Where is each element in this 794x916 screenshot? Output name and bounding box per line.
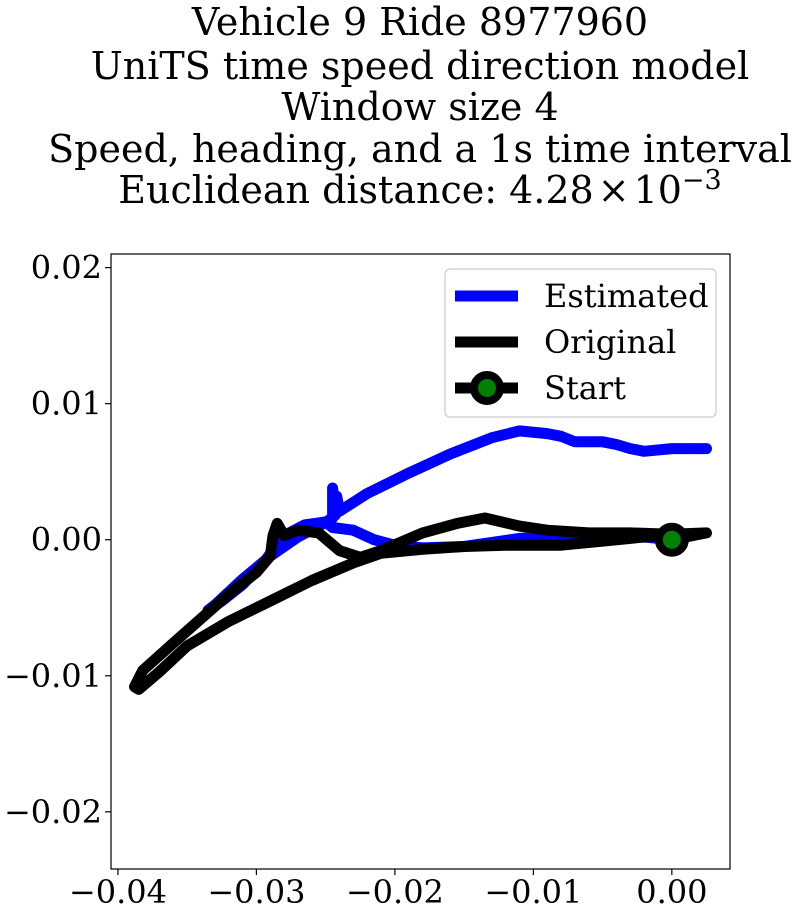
start-marker — [654, 522, 689, 557]
title-euclidean-distance: Euclidean distance: 4.28 × 10−3 — [118, 165, 721, 212]
series-line-original — [129, 512, 712, 695]
title-distance-exponent: −3 — [682, 165, 722, 196]
title-distance-prefix: Euclidean distance: — [118, 168, 509, 212]
plot-lines — [129, 425, 712, 695]
legend-label-original: Original — [544, 323, 676, 361]
title-line-1: Vehicle 9 Ride 8977960 — [191, 0, 648, 44]
title-line-2: UniTS time speed direction model — [91, 44, 750, 88]
y-tick-label: 0.02 — [31, 249, 102, 287]
x-axis: −0.04 −0.03 −0.02 −0.01 0.00 — [69, 869, 707, 911]
title-line-4: Speed, heading, and a 1s time interval — [48, 127, 792, 171]
x-tick-label: −0.02 — [346, 873, 444, 911]
plot-area-frame — [110, 253, 731, 870]
title-line-3: Window size 4 — [281, 85, 558, 129]
title-distance-times: × — [598, 168, 630, 212]
y-axis: 0.02 0.01 0.00 −0.01 −0.02 — [4, 249, 111, 831]
legend-marker-start — [470, 371, 504, 405]
y-tick-label: 0.01 — [31, 385, 102, 423]
x-tick-label: −0.01 — [484, 873, 582, 911]
legend-label-start: Start — [544, 369, 626, 407]
title-distance-mantissa: 4.28 — [509, 168, 594, 212]
x-tick-label: −0.04 — [69, 873, 167, 911]
legend: Estimated Original Start — [444, 268, 717, 418]
title-distance-base: 10 — [634, 168, 682, 212]
legend-label-estimated: Estimated — [544, 277, 709, 315]
y-tick-label: 0.00 — [31, 521, 102, 559]
legend-box — [444, 268, 717, 418]
x-tick-label: 0.00 — [636, 873, 707, 911]
x-tick-label: −0.03 — [207, 873, 305, 911]
y-tick-label: −0.01 — [4, 657, 102, 695]
y-tick-label: −0.02 — [4, 793, 102, 831]
